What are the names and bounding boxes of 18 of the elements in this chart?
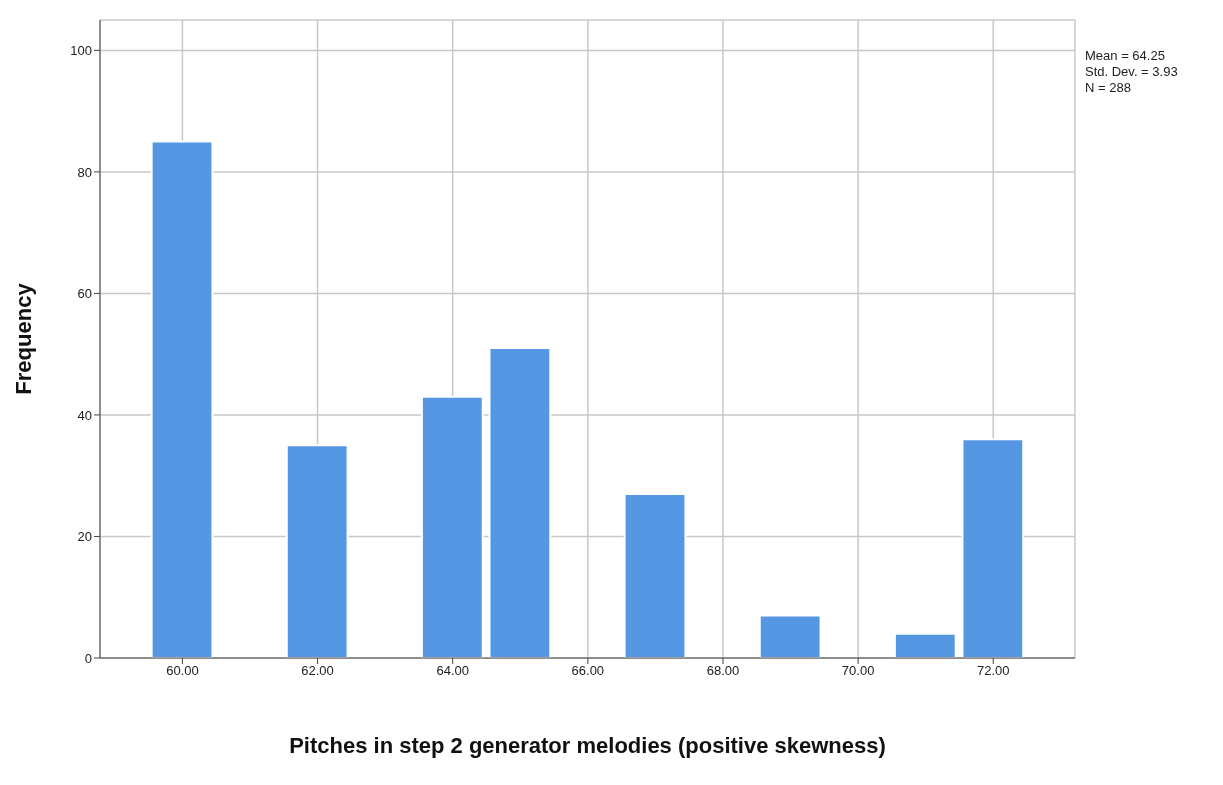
y-tick-label: 40 bbox=[77, 407, 92, 423]
y-tick-label: 80 bbox=[77, 164, 92, 180]
x-tick-label: 72.00 bbox=[976, 663, 1010, 679]
x-axis-title: Pitches in step 2 generator melodies (positive skewness) bbox=[288, 733, 887, 759]
x-tick-label: 68.00 bbox=[706, 663, 740, 679]
x-tick-label: 62.00 bbox=[301, 663, 334, 679]
text: Mean = 64.25 bbox=[1085, 48, 1166, 64]
x-tick-label: 70.00 bbox=[841, 663, 875, 679]
x-tick-label: 64.00 bbox=[436, 663, 469, 679]
x-tick-label: 66.00 bbox=[571, 663, 605, 679]
y-tick-label: 20 bbox=[77, 529, 92, 545]
y-tick-label: 0 bbox=[84, 650, 92, 666]
text: N = 288 bbox=[1085, 80, 1132, 96]
text: Std. Dev. = 3.93 bbox=[1085, 64, 1178, 80]
y-tick-label: 100 bbox=[70, 43, 92, 58]
x-tick-label: 60.00 bbox=[166, 663, 199, 679]
y-axis-title: Frequency bbox=[11, 283, 37, 395]
y-tick-label: 60 bbox=[77, 286, 92, 302]
